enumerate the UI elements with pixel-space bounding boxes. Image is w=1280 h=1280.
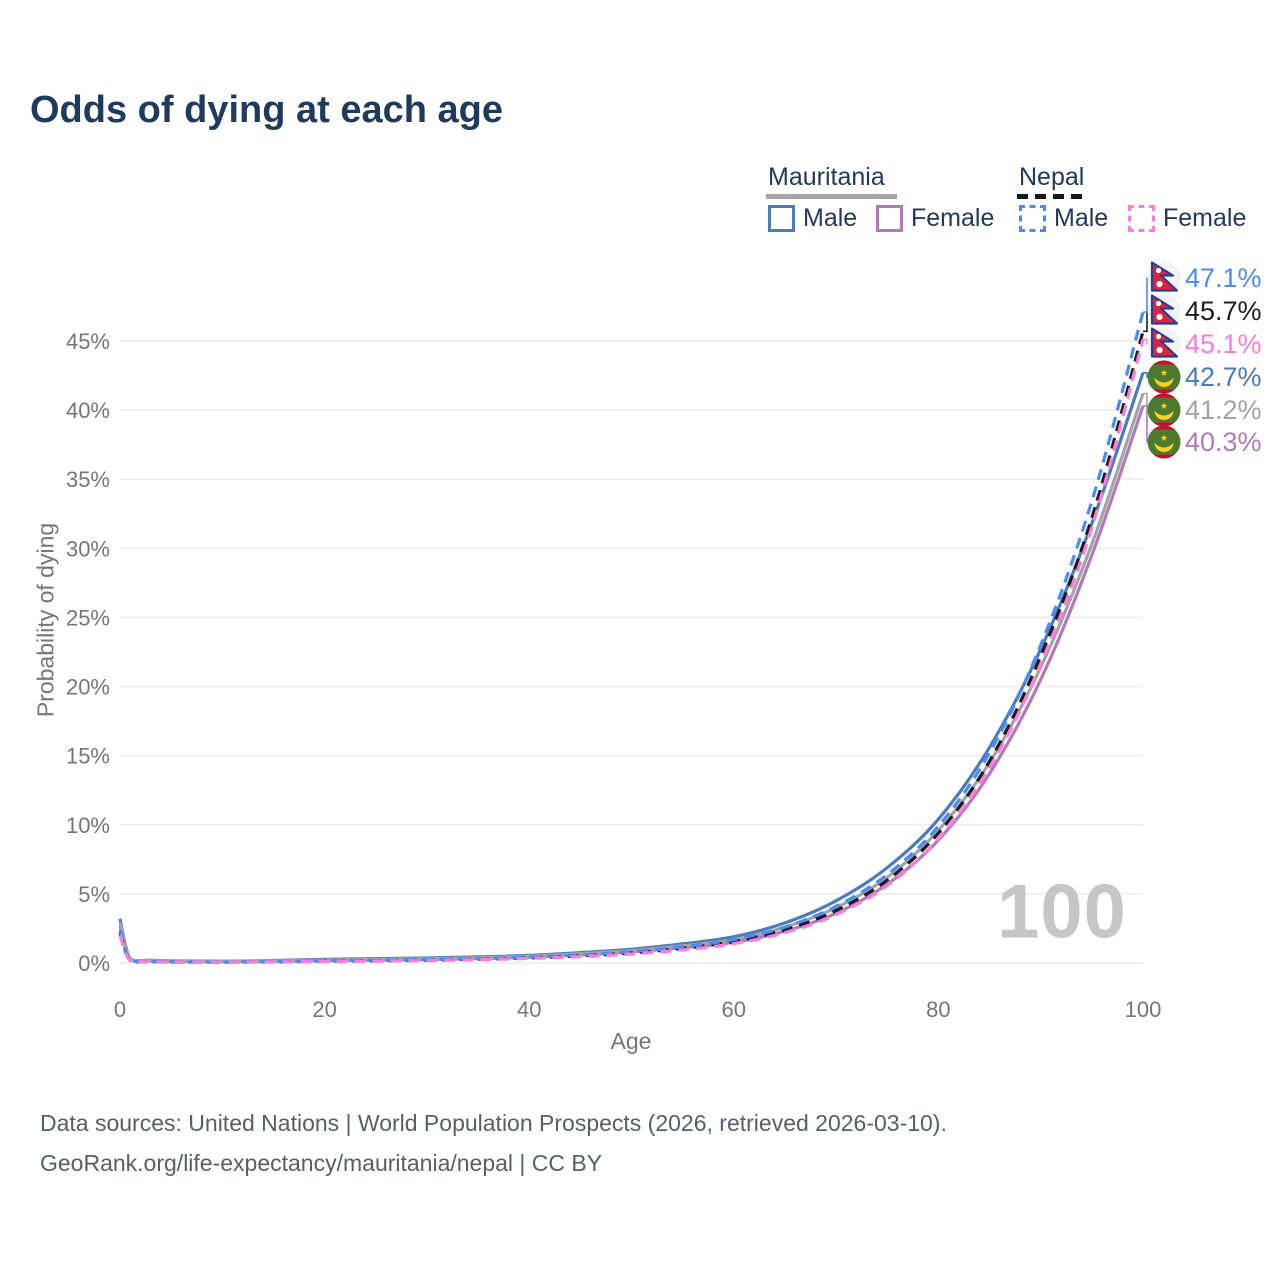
- end-label-value-mauritania-total: 41.2%: [1185, 395, 1262, 425]
- y-tick-label: 5%: [78, 882, 110, 907]
- y-tick-label: 35%: [66, 467, 110, 492]
- end-label-value-nepal-female: 45.1%: [1185, 329, 1262, 359]
- series-line-nepal-female: [118, 339, 1145, 964]
- y-tick-label: 40%: [66, 398, 110, 423]
- series-line-mauritania-male: [118, 372, 1145, 963]
- x-axis-title: Age: [610, 1028, 652, 1054]
- legend-country-mauritania: Mauritania: [768, 163, 885, 191]
- series-line-nepal-male: [118, 311, 1145, 964]
- x-tick-label: 80: [926, 997, 950, 1022]
- y-tick-label: 0%: [78, 951, 110, 976]
- end-label-value-nepal-total: 45.7%: [1185, 296, 1262, 326]
- footer-sources: Data sources: United Nations | World Pop…: [40, 1110, 947, 1136]
- legend-label: Female: [911, 204, 995, 232]
- nepal-flag-icon: [1147, 261, 1181, 295]
- y-tick-label: 30%: [66, 536, 110, 561]
- x-tick-label: 60: [722, 997, 746, 1022]
- legend-item-nepal-male[interactable]: Male: [1019, 204, 1108, 233]
- age-watermark: 100: [997, 869, 1127, 955]
- y-tick-label: 25%: [66, 605, 110, 630]
- legend-item-mauritania-female[interactable]: Female: [876, 204, 994, 233]
- footer-link[interactable]: GeoRank.org/life-expectancy/mauritania/n…: [40, 1150, 603, 1176]
- x-tick-label: 0: [114, 997, 126, 1022]
- end-label-value-mauritania-female: 40.3%: [1185, 427, 1262, 457]
- x-tick-label: 20: [312, 997, 336, 1022]
- mauritania-flag-icon: [1147, 393, 1181, 427]
- legend-swatch-mauritania-male: [768, 205, 795, 232]
- x-tick-label: 100: [1125, 997, 1162, 1022]
- mauritania-flag-icon: [1147, 360, 1181, 394]
- nepal-flag-icon: [1147, 294, 1181, 328]
- legend-item-mauritania-male[interactable]: Male: [768, 204, 857, 233]
- legend-swatch-mauritania-female: [876, 205, 903, 232]
- series-line-nepal-total: [118, 330, 1145, 964]
- legend-label: Female: [1163, 204, 1247, 232]
- legend-label: Male: [1054, 204, 1109, 232]
- legend-underline-nepal: [1017, 194, 1085, 199]
- y-tick-label: 20%: [66, 675, 110, 700]
- legend-swatch-nepal-male: [1019, 205, 1046, 232]
- legend-item-nepal-female[interactable]: Female: [1128, 204, 1246, 233]
- y-tick-label: 15%: [66, 744, 110, 769]
- legend-country-nepal: Nepal: [1019, 163, 1085, 191]
- legend-label: Male: [803, 204, 858, 232]
- legend-swatch-nepal-female: [1128, 205, 1155, 232]
- mauritania-flag-icon: [1147, 425, 1181, 459]
- end-label-value-mauritania-male: 42.7%: [1185, 362, 1262, 392]
- y-axis-title: Probability of dying: [32, 522, 59, 718]
- y-tick-label: 45%: [66, 329, 110, 354]
- nepal-flag-icon: [1147, 327, 1181, 361]
- page-title: Odds of dying at each age: [30, 89, 503, 131]
- x-tick-label: 40: [517, 997, 541, 1022]
- series-line-mauritania-female: [118, 405, 1145, 964]
- legend-underline-mauritania: [766, 194, 897, 199]
- y-tick-label: 10%: [66, 813, 110, 838]
- end-label-value-nepal-male: 47.1%: [1185, 263, 1262, 293]
